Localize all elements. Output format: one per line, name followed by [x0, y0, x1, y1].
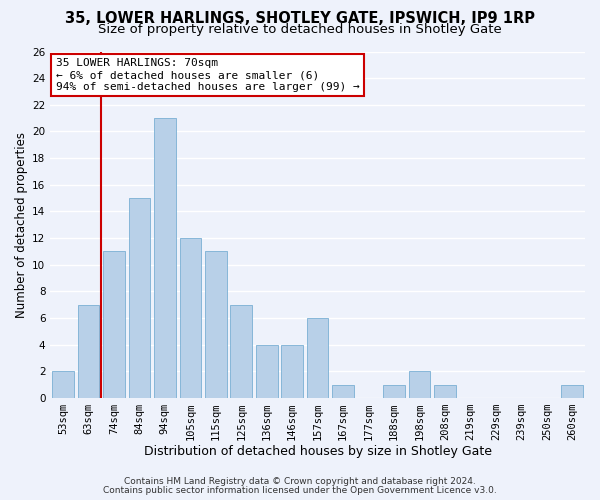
Bar [179, 238, 201, 398]
Bar [332, 384, 354, 398]
Bar [409, 372, 430, 398]
Bar [128, 198, 150, 398]
Bar [281, 344, 303, 398]
Text: Size of property relative to detached houses in Shotley Gate: Size of property relative to detached ho… [98, 24, 502, 36]
Bar [103, 252, 125, 398]
Text: 35 LOWER HARLINGS: 70sqm
← 6% of detached houses are smaller (6)
94% of semi-det: 35 LOWER HARLINGS: 70sqm ← 6% of detache… [56, 58, 359, 92]
Bar [307, 318, 328, 398]
Bar [230, 304, 252, 398]
Bar [434, 384, 456, 398]
Bar [256, 344, 278, 398]
X-axis label: Distribution of detached houses by size in Shotley Gate: Distribution of detached houses by size … [143, 444, 491, 458]
Text: Contains HM Land Registry data © Crown copyright and database right 2024.: Contains HM Land Registry data © Crown c… [124, 477, 476, 486]
Bar [52, 372, 74, 398]
Bar [154, 118, 176, 398]
Bar [77, 304, 99, 398]
Bar [562, 384, 583, 398]
Bar [205, 252, 227, 398]
Text: Contains public sector information licensed under the Open Government Licence v3: Contains public sector information licen… [103, 486, 497, 495]
Text: 35, LOWER HARLINGS, SHOTLEY GATE, IPSWICH, IP9 1RP: 35, LOWER HARLINGS, SHOTLEY GATE, IPSWIC… [65, 11, 535, 26]
Y-axis label: Number of detached properties: Number of detached properties [15, 132, 28, 318]
Bar [383, 384, 405, 398]
